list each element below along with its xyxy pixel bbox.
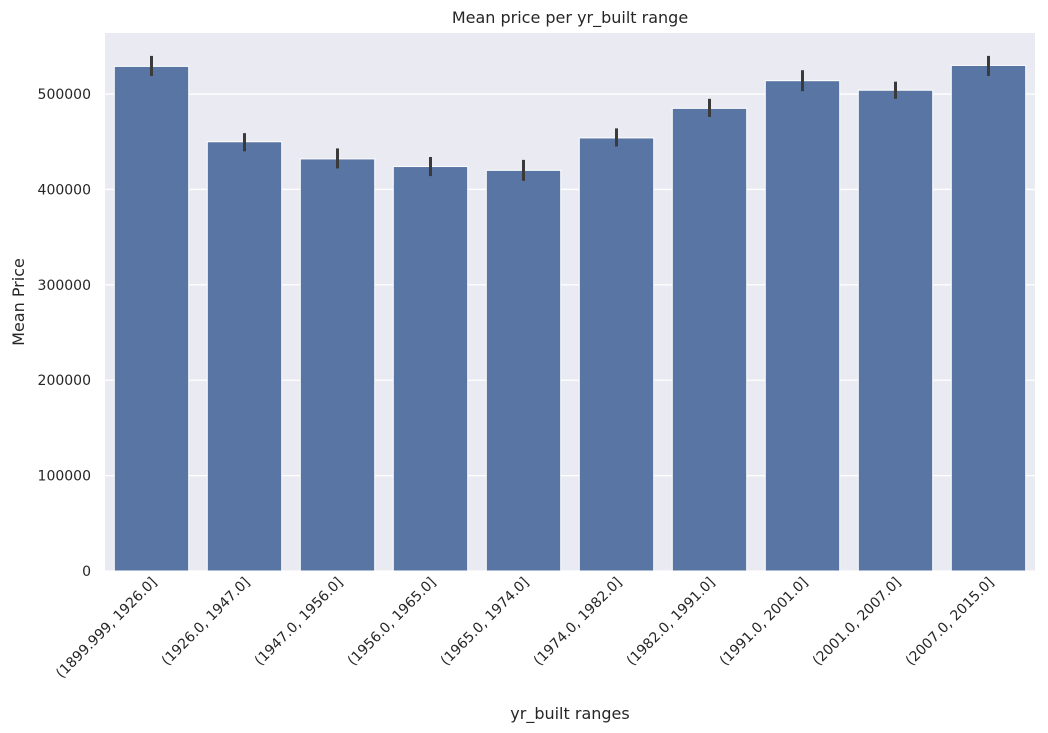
chart-title: Mean price per yr_built range xyxy=(452,8,688,28)
error-bars xyxy=(150,55,990,181)
bar xyxy=(299,158,376,572)
x-tick-label: (1965.0, 1974.0] xyxy=(438,575,533,670)
bar xyxy=(671,107,748,572)
y-axis-label: Mean Price xyxy=(9,258,28,346)
bar xyxy=(113,65,190,572)
bar xyxy=(485,169,562,572)
y-tick-label: 0 xyxy=(82,564,91,580)
x-tick-label: (1926.0, 1947.0] xyxy=(159,575,254,670)
x-tick-label: (1956.0, 1965.0] xyxy=(345,575,440,670)
x-tick-label: (2001.0, 2007.0] xyxy=(810,575,905,670)
x-tick-label: (1899.999, 1926.0] xyxy=(53,575,160,682)
y-tick-labels: 0 100000 200000 300000 400000 500000 xyxy=(38,87,91,580)
y-tick-label: 100000 xyxy=(38,469,91,485)
bar xyxy=(392,166,469,572)
bar xyxy=(857,89,934,572)
x-axis-label: yr_built ranges xyxy=(510,704,629,724)
x-tick-label: (1991.0, 2001.0] xyxy=(717,575,812,670)
x-tick-label: (1982.0, 1991.0] xyxy=(624,575,719,670)
y-tick-label: 400000 xyxy=(38,182,91,198)
bar xyxy=(764,80,841,572)
x-tick-label: (2007.0, 2015.0] xyxy=(903,575,998,670)
bar xyxy=(578,137,655,572)
x-tick-label: (1974.0, 1982.0] xyxy=(531,575,626,670)
bar xyxy=(206,141,283,572)
x-tick-labels: (1899.999, 1926.0](1926.0, 1947.0](1947.… xyxy=(53,575,997,682)
y-tick-label: 500000 xyxy=(38,87,91,103)
y-tick-label: 300000 xyxy=(38,278,91,294)
bars xyxy=(113,64,1027,572)
x-tick-label: (1947.0, 1956.0] xyxy=(252,575,347,670)
y-tick-label: 200000 xyxy=(38,373,91,389)
bar xyxy=(950,64,1027,572)
